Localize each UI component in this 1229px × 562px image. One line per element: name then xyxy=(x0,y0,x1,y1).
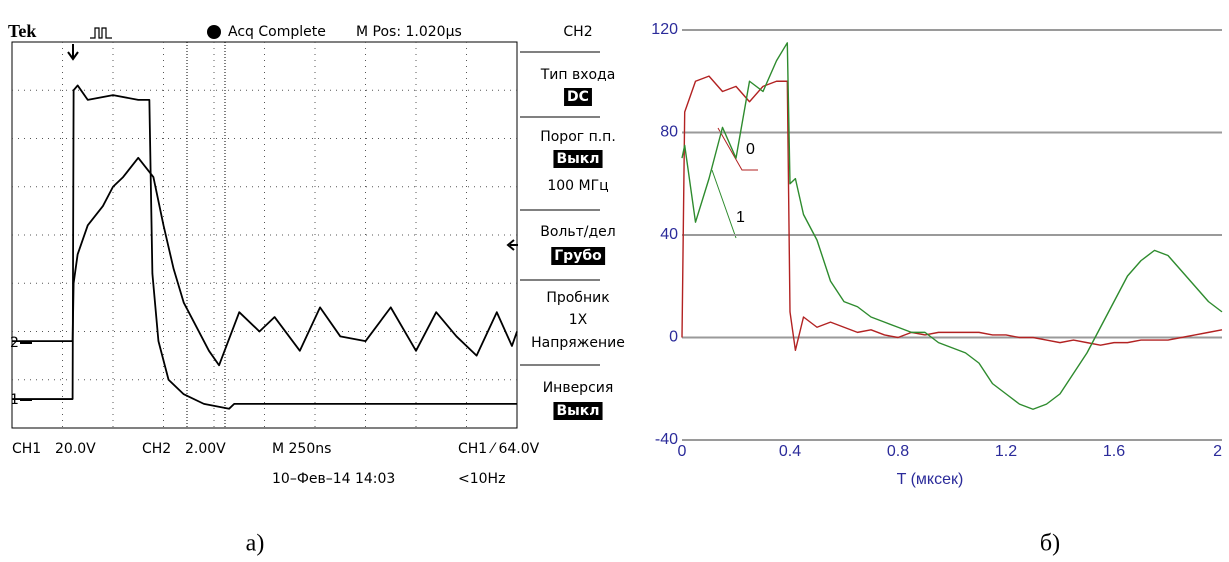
run-icon xyxy=(90,28,112,38)
label-leader xyxy=(712,170,736,238)
menu-value: Выкл xyxy=(556,151,599,167)
footer-text: 2.00V xyxy=(185,441,226,457)
channel-marker: 2 xyxy=(10,335,19,351)
x-tick-label: 2 xyxy=(1213,443,1222,460)
series-line xyxy=(682,76,1222,350)
footer-text: 20.0V xyxy=(55,441,96,457)
menu-label: Тип входа xyxy=(540,67,616,83)
footer-text: <10Hz xyxy=(458,471,505,487)
series-line xyxy=(682,43,1222,409)
menu-label: Вольт/дел xyxy=(540,224,615,240)
y-tick-label: 120 xyxy=(651,21,678,38)
caption: а) xyxy=(246,531,265,557)
status: Acq Complete xyxy=(228,24,326,40)
oscilloscope: Tek Acq Complete M Pos: 1.020µs CH2 Тип … xyxy=(8,21,625,487)
x-axis-title: T (мксек) xyxy=(897,471,964,488)
channel-marker: 1 xyxy=(10,392,19,408)
y-tick-label: 80 xyxy=(660,124,678,141)
menu-label: 1X xyxy=(569,312,588,328)
footer-text: CH1 ⁄ 64.0V xyxy=(458,441,540,457)
caption: б) xyxy=(1040,531,1060,557)
x-tick-label: 0.8 xyxy=(887,443,909,460)
series-label: 1 xyxy=(736,209,745,226)
y-tick-label: 0 xyxy=(669,329,678,346)
footer-text: 10–Фев–14 14:03 xyxy=(272,471,395,487)
footer-text: CH1 xyxy=(12,441,41,457)
x-tick-label: 1.2 xyxy=(995,443,1017,460)
menu-value: DC xyxy=(567,89,589,105)
footer-text: M 250ns xyxy=(272,441,331,457)
menu-title: CH2 xyxy=(563,24,592,40)
menu-label: Инверсия xyxy=(543,380,614,396)
series-line xyxy=(12,158,517,365)
menu-label: Напряжение xyxy=(531,335,625,351)
y-tick-label: -40 xyxy=(655,431,678,448)
acq-dot xyxy=(207,25,221,39)
y-tick-label: 40 xyxy=(660,226,678,243)
trigger-arrow xyxy=(68,44,78,59)
series-label: 0 xyxy=(746,141,755,158)
x-tick-label: 0 xyxy=(678,443,687,460)
menu-label: Порог п.п. xyxy=(540,129,616,145)
footer-text: CH2 xyxy=(142,441,171,457)
figure: Tek Acq Complete M Pos: 1.020µs CH2 Тип … xyxy=(0,0,1229,562)
menu-label: Пробник xyxy=(546,290,609,306)
menu-label: 100 МГц xyxy=(547,178,608,194)
x-tick-label: 1.6 xyxy=(1103,443,1125,460)
x-tick-label: 0.4 xyxy=(779,443,801,460)
position: M Pos: 1.020µs xyxy=(356,24,462,40)
brand: Tek xyxy=(8,21,36,41)
menu-value: Выкл xyxy=(556,403,599,419)
menu-value: Грубо xyxy=(554,248,602,264)
